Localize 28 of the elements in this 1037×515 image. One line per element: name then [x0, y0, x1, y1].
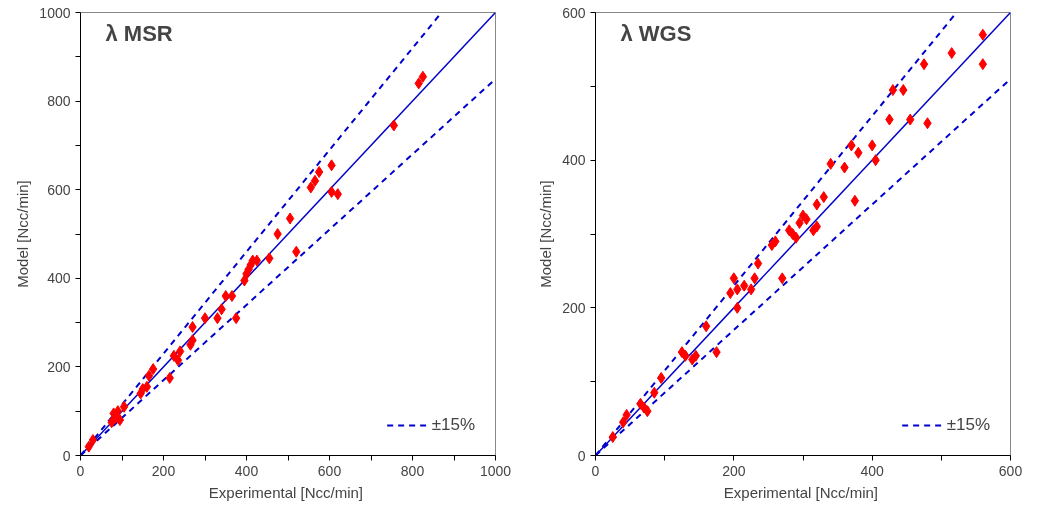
legend-label: ±15%	[431, 415, 475, 435]
y-tick-label: 200	[47, 358, 71, 375]
y-tick-label: 600	[562, 4, 586, 21]
y-axis-title: Model [Ncc/min]	[14, 180, 32, 288]
annotation: λ WGS	[620, 20, 692, 46]
x-tick-label: 400	[234, 462, 259, 479]
x-axis-title: Experimental [Ncc/min]	[208, 483, 364, 501]
x-tick-label: 1000	[479, 462, 512, 479]
x-tick-label: 600	[317, 462, 342, 479]
x-axis-title: Experimental [Ncc/min]	[723, 483, 879, 501]
y-tick-label: 400	[562, 152, 586, 169]
y-axis-title: Model [Ncc/min]	[537, 180, 555, 288]
y-tick-label: 600	[47, 181, 71, 198]
x-tick-label: 0	[591, 462, 600, 479]
x-tick-label: 600	[998, 462, 1023, 479]
y-tick-label: 1000	[39, 4, 71, 21]
x-tick-label: 200	[722, 462, 746, 479]
x-tick-label: 800	[400, 462, 425, 479]
x-tick-label: 200	[151, 462, 176, 479]
x-tick-label: 400	[860, 462, 885, 479]
x-tick-label: 0	[76, 462, 85, 479]
y-tick-label: 800	[47, 93, 71, 110]
y-tick-label: 200	[562, 299, 586, 316]
legend-label: ±15%	[946, 415, 990, 435]
y-tick-label: 400	[47, 270, 71, 287]
y-tick-label: 0	[62, 447, 71, 464]
y-tick-label: 0	[577, 447, 586, 464]
annotation: λ MSR	[105, 20, 173, 46]
